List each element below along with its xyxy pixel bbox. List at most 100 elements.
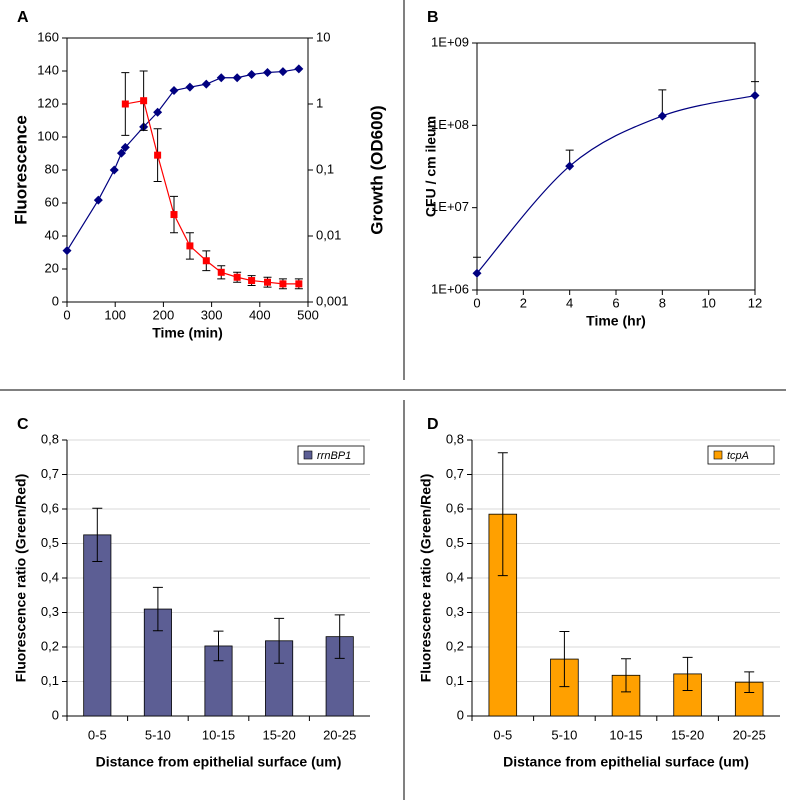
data-point (169, 86, 179, 96)
y-tick-label: 0,4 (446, 569, 464, 584)
y-tick-label: 0,3 (41, 604, 59, 619)
x-tick-label: 10 (701, 295, 715, 310)
data-point (232, 73, 242, 83)
y-tick-label: 0,8 (41, 431, 59, 446)
data-point (247, 69, 257, 79)
error-bar (621, 658, 631, 693)
legend-label: tcpA (727, 450, 749, 462)
x-tick-label: 0-5 (88, 727, 107, 742)
y-tick-label: 40 (45, 227, 59, 242)
data-point (295, 280, 303, 288)
data-point (217, 268, 225, 276)
data-point (109, 165, 119, 175)
y-tick-label: 100 (37, 128, 59, 143)
legend-label: rrnBP1 (317, 450, 351, 462)
x-tick-label: 2 (520, 295, 527, 310)
y-tick-label: 0,2 (446, 638, 464, 653)
data-point (116, 148, 126, 158)
x-tick-label: 0 (63, 307, 70, 322)
error-bar (274, 617, 285, 664)
y2-tick-label: 0,1 (316, 161, 334, 176)
y-tick-label: 0,8 (446, 431, 464, 446)
y2-tick-label: 10 (316, 29, 330, 44)
data-point (62, 246, 72, 256)
x-tick-label: 4 (566, 295, 573, 310)
plot-frame (66, 37, 309, 303)
error-bar (497, 452, 508, 577)
y-tick-label: 0,3 (446, 604, 464, 619)
x-axis-title: Time (hr) (586, 313, 646, 329)
y-tick-label: 0 (52, 707, 59, 722)
data-point (154, 151, 162, 159)
x-tick-label: 200 (153, 307, 175, 322)
y2-tick-label: 1 (316, 95, 323, 110)
legend-box (707, 445, 775, 465)
panel-label: B (427, 9, 439, 26)
data-point (657, 111, 667, 121)
data-point (565, 161, 575, 171)
series-line (476, 94, 756, 274)
y-axis-title: Fluorescence (11, 115, 30, 225)
data-point (202, 257, 210, 265)
y-tick-label: 0,2 (41, 638, 59, 653)
series-line (125, 100, 299, 285)
y-tick-label: 1E+08 (431, 117, 469, 132)
data-point (264, 278, 272, 286)
data-point (278, 67, 288, 77)
data-point (153, 107, 163, 117)
x-tick-label: 300 (201, 307, 223, 322)
data-point (216, 73, 226, 83)
x-tick-label: 10-15 (609, 727, 642, 742)
error-bar (682, 656, 693, 691)
error-bar (152, 586, 163, 632)
x-tick-label: 10-15 (202, 727, 235, 742)
y-tick-label: 0 (457, 707, 464, 722)
y-axis-title: CFU / cm ileum (423, 116, 439, 217)
y-tick-label: 1E+07 (431, 199, 469, 214)
y-tick-label: 120 (37, 95, 59, 110)
x-axis-title: Distance from epithelial surface (um) (96, 754, 342, 770)
panel-label: D (427, 416, 439, 433)
data-point (186, 242, 194, 250)
error-bar (744, 671, 755, 694)
data-point (248, 277, 256, 285)
y-tick-label: 0,5 (41, 535, 59, 550)
series-line (66, 68, 299, 251)
data-point (263, 68, 273, 78)
y-tick-label: 1E+06 (431, 281, 469, 296)
y-tick-label: 0,1 (446, 673, 464, 688)
data-point (185, 82, 195, 92)
legend-swatch (713, 450, 723, 460)
data-point (140, 97, 148, 105)
y2-tick-label: 0,01 (316, 227, 341, 242)
error-bar (334, 614, 345, 659)
legend-box (297, 445, 365, 465)
x-axis-title: Time (min) (152, 325, 223, 341)
x-tick-label: 20-25 (733, 727, 766, 742)
x-tick-label: 20-25 (323, 727, 356, 742)
error-bar (559, 630, 570, 688)
panel-label: A (17, 9, 29, 26)
legend-swatch (303, 450, 313, 460)
y-axis-title: Fluorescence ratio (Green/Red) (418, 474, 434, 683)
data-point (233, 273, 241, 281)
x-tick-label: 12 (748, 295, 762, 310)
data-point (294, 64, 304, 74)
x-tick-label: 8 (659, 295, 666, 310)
y-tick-label: 140 (37, 62, 59, 77)
y-axis-title: Fluorescence ratio (Green/Red) (13, 474, 29, 683)
data-point (170, 211, 178, 219)
data-point (279, 280, 287, 288)
y-tick-label: 0,7 (446, 466, 464, 481)
data-point (472, 268, 482, 278)
y-tick-label: 160 (37, 29, 59, 44)
x-tick-label: 500 (297, 307, 319, 322)
y-tick-label: 0,1 (41, 673, 59, 688)
data-point (201, 79, 211, 89)
y2-axis-title: Growth (OD600) (367, 105, 386, 234)
error-bar (92, 507, 103, 562)
x-tick-label: 15-20 (671, 727, 704, 742)
y-tick-label: 0,7 (41, 466, 59, 481)
x-axis-title: Distance from epithelial surface (um) (503, 754, 749, 770)
